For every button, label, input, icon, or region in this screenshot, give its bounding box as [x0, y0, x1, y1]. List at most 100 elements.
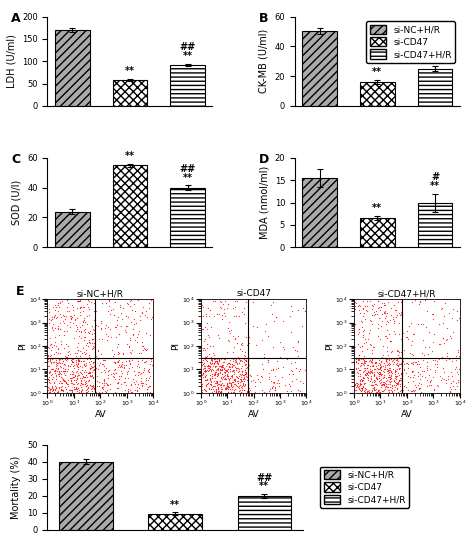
Point — [59, 375, 66, 384]
Point — [67, 354, 75, 363]
Point — [438, 303, 446, 312]
Point — [210, 381, 217, 390]
Point — [46, 307, 53, 316]
Point — [61, 318, 68, 327]
Point — [381, 309, 389, 318]
Point — [399, 371, 406, 380]
Point — [208, 355, 216, 364]
Point — [211, 363, 219, 371]
Point — [398, 308, 405, 317]
Point — [142, 328, 149, 337]
Point — [200, 344, 208, 353]
Point — [61, 376, 68, 385]
Point — [104, 307, 112, 316]
Point — [369, 383, 377, 392]
Point — [114, 313, 122, 322]
Point — [124, 367, 131, 376]
Point — [222, 374, 229, 383]
Point — [447, 334, 455, 343]
Point — [207, 380, 214, 389]
Point — [399, 369, 406, 378]
Point — [202, 356, 210, 365]
Point — [213, 309, 220, 318]
Point — [85, 375, 92, 384]
Point — [231, 375, 239, 384]
Point — [49, 373, 57, 381]
Point — [216, 386, 223, 395]
Point — [381, 379, 389, 388]
Point — [223, 367, 231, 376]
Point — [238, 353, 246, 362]
Point — [101, 356, 109, 365]
Point — [216, 355, 223, 364]
Point — [354, 378, 361, 387]
Point — [284, 386, 292, 395]
Point — [235, 332, 242, 341]
Point — [421, 372, 429, 381]
Point — [88, 322, 95, 331]
Point — [389, 353, 397, 362]
Point — [201, 354, 209, 363]
Point — [74, 354, 82, 363]
Point — [393, 346, 401, 355]
Point — [230, 354, 237, 363]
Point — [219, 299, 227, 308]
Point — [241, 365, 249, 374]
Point — [53, 359, 61, 368]
Point — [390, 364, 397, 373]
Point — [365, 385, 373, 394]
Point — [245, 333, 253, 342]
Point — [403, 359, 411, 368]
Point — [230, 360, 237, 369]
Point — [241, 347, 248, 356]
Point — [120, 364, 128, 373]
Point — [242, 357, 250, 365]
Point — [368, 369, 376, 378]
Point — [392, 383, 399, 391]
Point — [134, 380, 142, 389]
Point — [406, 373, 414, 381]
Point — [294, 306, 302, 315]
Point — [224, 373, 232, 382]
Point — [369, 362, 376, 370]
Point — [88, 372, 95, 381]
Point — [57, 336, 65, 345]
Point — [227, 380, 235, 389]
Point — [86, 354, 94, 363]
Point — [50, 388, 58, 397]
Point — [60, 343, 68, 352]
Point — [101, 324, 109, 333]
Point — [137, 376, 145, 385]
Point — [436, 340, 444, 349]
Point — [216, 310, 223, 319]
Point — [369, 386, 376, 395]
Point — [231, 385, 239, 394]
Point — [369, 355, 376, 364]
Point — [268, 383, 275, 392]
Point — [370, 364, 378, 373]
Point — [379, 350, 387, 359]
Point — [146, 371, 154, 380]
Point — [388, 388, 396, 397]
Point — [370, 378, 378, 386]
Point — [131, 380, 138, 389]
Point — [361, 369, 369, 378]
Point — [214, 359, 222, 368]
Point — [402, 358, 410, 367]
Point — [70, 362, 77, 371]
Point — [367, 357, 375, 366]
Point — [237, 375, 245, 384]
Point — [371, 343, 378, 352]
Point — [383, 382, 390, 391]
Point — [103, 386, 111, 395]
Point — [77, 379, 85, 388]
Point — [100, 380, 108, 389]
Point — [239, 370, 247, 379]
Point — [224, 384, 232, 393]
Point — [67, 379, 75, 388]
Point — [216, 355, 223, 364]
Point — [261, 327, 269, 336]
Point — [408, 350, 415, 359]
Point — [208, 358, 216, 367]
Point — [46, 356, 54, 365]
